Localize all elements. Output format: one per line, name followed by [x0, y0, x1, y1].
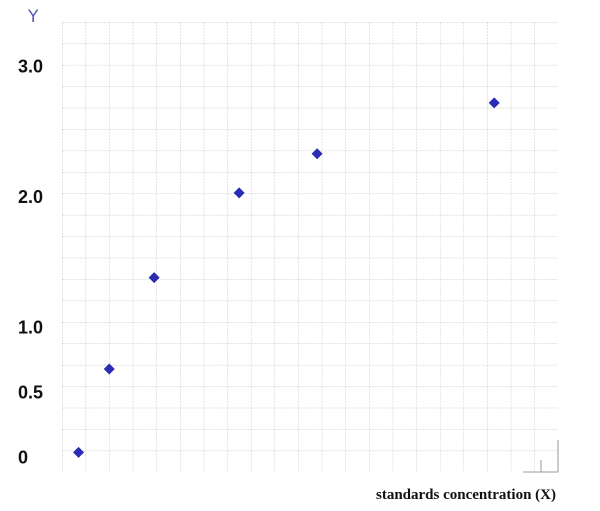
y-tick-label: 3.0	[18, 56, 43, 76]
data-point	[103, 363, 115, 375]
grid	[62, 22, 558, 472]
data-point	[488, 97, 500, 109]
y-tick-label: 0.5	[18, 382, 43, 402]
y-tick-label: 0	[18, 448, 28, 468]
data-point	[233, 187, 245, 199]
data-point	[73, 446, 85, 458]
data-point	[311, 148, 323, 160]
axis-corner	[523, 440, 559, 473]
data-point	[148, 272, 160, 284]
y-axis-label: Y	[27, 7, 39, 27]
y-tick-label: 2.0	[18, 187, 43, 207]
y-tick-label: 1.0	[18, 317, 43, 337]
x-axis-label: standards concentration (X)	[376, 487, 556, 503]
